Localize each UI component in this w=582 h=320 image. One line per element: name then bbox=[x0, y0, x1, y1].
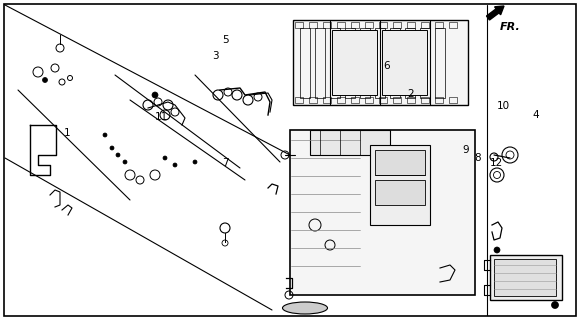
Bar bbox=[351, 97, 359, 103]
Text: 5: 5 bbox=[222, 35, 229, 45]
Bar bbox=[407, 97, 415, 103]
Bar bbox=[293, 20, 468, 105]
Bar bbox=[332, 30, 377, 95]
Circle shape bbox=[494, 247, 500, 253]
Bar bbox=[370, 145, 430, 225]
Bar bbox=[290, 130, 475, 295]
Bar bbox=[295, 97, 303, 103]
Text: 10: 10 bbox=[497, 100, 510, 111]
Bar bbox=[315, 28, 325, 98]
Bar bbox=[449, 22, 457, 28]
Text: 4: 4 bbox=[532, 110, 539, 120]
Ellipse shape bbox=[282, 302, 328, 314]
Bar bbox=[375, 150, 425, 175]
Bar bbox=[345, 28, 355, 98]
Bar bbox=[310, 130, 390, 155]
Text: 7: 7 bbox=[222, 158, 229, 168]
Bar bbox=[295, 22, 303, 28]
Bar bbox=[393, 22, 401, 28]
Bar bbox=[337, 22, 345, 28]
Circle shape bbox=[163, 156, 167, 160]
Bar bbox=[309, 22, 317, 28]
Bar bbox=[379, 97, 387, 103]
Circle shape bbox=[123, 160, 127, 164]
Text: 1: 1 bbox=[63, 128, 70, 138]
Text: 6: 6 bbox=[384, 60, 391, 71]
Bar bbox=[435, 97, 443, 103]
Bar bbox=[365, 97, 373, 103]
Circle shape bbox=[103, 133, 107, 137]
Circle shape bbox=[173, 163, 177, 167]
Circle shape bbox=[193, 160, 197, 164]
Bar bbox=[407, 22, 415, 28]
Bar bbox=[382, 30, 427, 95]
Bar bbox=[360, 28, 370, 98]
Text: 11: 11 bbox=[155, 112, 168, 122]
Bar bbox=[375, 28, 385, 98]
Bar bbox=[421, 22, 429, 28]
Circle shape bbox=[116, 153, 120, 157]
Circle shape bbox=[152, 92, 158, 98]
Bar bbox=[309, 97, 317, 103]
Bar bbox=[351, 22, 359, 28]
Text: 12: 12 bbox=[490, 158, 503, 168]
Bar bbox=[330, 28, 340, 98]
Bar bbox=[323, 22, 331, 28]
Bar bbox=[435, 22, 443, 28]
Bar bbox=[449, 97, 457, 103]
Bar bbox=[365, 22, 373, 28]
Circle shape bbox=[110, 146, 114, 150]
Bar bbox=[490, 255, 562, 300]
Bar bbox=[405, 28, 415, 98]
Bar bbox=[494, 259, 556, 296]
Circle shape bbox=[42, 77, 48, 83]
Bar bbox=[421, 97, 429, 103]
Bar bbox=[390, 28, 400, 98]
Bar bbox=[420, 28, 430, 98]
Text: 9: 9 bbox=[462, 145, 469, 156]
Text: 2: 2 bbox=[407, 89, 414, 100]
Bar bbox=[337, 97, 345, 103]
Circle shape bbox=[552, 301, 559, 308]
Text: 8: 8 bbox=[474, 153, 481, 164]
Bar bbox=[375, 180, 425, 205]
Bar bbox=[393, 97, 401, 103]
Bar bbox=[323, 97, 331, 103]
FancyArrow shape bbox=[487, 6, 504, 20]
Bar bbox=[435, 28, 445, 98]
Text: FR.: FR. bbox=[500, 22, 521, 32]
Bar bbox=[300, 28, 310, 98]
Bar bbox=[379, 22, 387, 28]
Text: 3: 3 bbox=[212, 51, 219, 61]
